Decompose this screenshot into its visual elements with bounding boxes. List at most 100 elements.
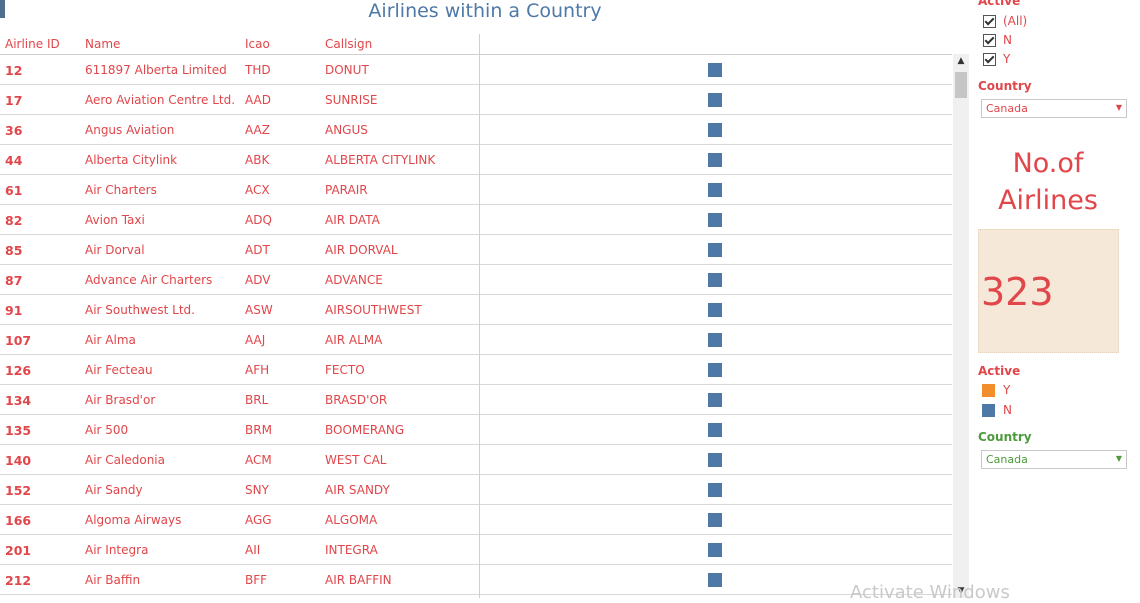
header-name[interactable]: Name [85, 37, 121, 51]
checkbox-checked-icon[interactable] [983, 33, 996, 47]
icao-cell: AGG [245, 513, 272, 527]
callsign-cell: AIR DATA [325, 213, 380, 227]
callsign-cell: BOOMERANG [325, 423, 405, 437]
active-status-mark[interactable] [708, 423, 722, 437]
legend-swatch [982, 403, 995, 417]
callsign-cell: AIR ALMA [325, 333, 383, 347]
checkbox-checked-icon[interactable] [983, 52, 996, 66]
active-status-mark[interactable] [708, 513, 722, 527]
checkbox-checked-icon[interactable] [983, 14, 996, 28]
active-status-mark[interactable] [708, 363, 722, 377]
active-status-mark[interactable] [708, 333, 722, 347]
table-header: Airline ID Name Icao Callsign [0, 34, 952, 55]
header-airline-id[interactable]: Airline ID [5, 37, 60, 51]
name-cell: Air Brasd'or [85, 393, 156, 407]
airline-id-cell: 87 [5, 273, 23, 288]
table-row[interactable]: 135 Air 500 BRM BOOMERANG [0, 415, 952, 445]
icao-cell: ABK [245, 153, 270, 167]
country-highlight-value: Canada [986, 453, 1028, 466]
table-row[interactable]: 212 Air Baffin BFF AIR BAFFIN [0, 565, 952, 595]
table-row[interactable]: 61 Air Charters ACX PARAIR [0, 175, 952, 205]
airline-id-cell: 135 [5, 423, 32, 438]
table-row[interactable]: 91 Air Southwest Ltd. ASW AIRSOUTHWEST [0, 295, 952, 325]
callsign-cell: AIR DORVAL [325, 243, 398, 257]
active-status-mark[interactable] [708, 303, 722, 317]
active-status-mark[interactable] [708, 243, 722, 257]
airline-id-cell: 36 [5, 123, 23, 138]
table-row[interactable]: 87 Advance Air Charters ADV ADVANCE [0, 265, 952, 295]
active-filter-option-y[interactable]: Y [983, 51, 1010, 67]
active-status-mark[interactable] [708, 93, 722, 107]
name-cell: Air Integra [85, 543, 149, 557]
callsign-cell: PARAIR [325, 183, 368, 197]
airline-id-cell: 126 [5, 363, 32, 378]
country-highlight-dropdown[interactable]: Canada ▼ [981, 450, 1127, 469]
icao-cell: BRL [245, 393, 269, 407]
active-filter-option-all[interactable]: (All) [983, 13, 1027, 29]
active-status-mark[interactable] [708, 453, 722, 467]
icao-cell: THD [245, 63, 271, 77]
table-row[interactable]: 107 Air Alma AAJ AIR ALMA [0, 325, 952, 355]
name-cell: Angus Aviation [85, 123, 175, 137]
table-row[interactable]: 201 Air Integra AII INTEGRA [0, 535, 952, 565]
callsign-cell: INTEGRA [325, 543, 378, 557]
table-row[interactable]: 152 Air Sandy SNY AIR SANDY [0, 475, 952, 505]
country-highlight-title: Country [978, 430, 1032, 444]
chevron-down-icon[interactable]: ▼ [1115, 103, 1122, 112]
table-row[interactable]: 126 Air Fecteau AFH FECTO [0, 355, 952, 385]
chevron-down-icon[interactable]: ▼ [1115, 454, 1122, 463]
legend-item-y[interactable]: Y [982, 383, 1010, 397]
name-cell: Air Southwest Ltd. [85, 303, 195, 317]
active-status-mark[interactable] [708, 153, 722, 167]
name-cell: Avion Taxi [85, 213, 145, 227]
scroll-down-icon[interactable]: ▼ [957, 586, 965, 596]
airline-id-cell: 166 [5, 513, 32, 528]
table-row[interactable]: 36 Angus Aviation AAZ ANGUS [0, 115, 952, 145]
table-row[interactable]: 140 Air Caledonia ACM WEST CAL [0, 445, 952, 475]
active-status-mark[interactable] [708, 573, 722, 587]
callsign-cell: ANGUS [325, 123, 368, 137]
airline-id-cell: 82 [5, 213, 23, 228]
active-status-mark[interactable] [708, 123, 722, 137]
airline-id-cell: 212 [5, 573, 32, 588]
scroll-thumb[interactable] [955, 72, 967, 98]
airline-id-cell: 44 [5, 153, 23, 168]
active-filter-title: Active [978, 0, 1021, 8]
name-cell: Air Sandy [85, 483, 143, 497]
icao-cell: AII [245, 543, 261, 557]
table-row[interactable]: 134 Air Brasd'or BRL BRASD'OR [0, 385, 952, 415]
name-cell: Air Dorval [85, 243, 145, 257]
legend-item-n[interactable]: N [982, 403, 1012, 417]
kpi-label: No.of Airlines [998, 148, 1098, 216]
airline-table: Airline ID Name Icao Callsign 12 611897 A… [0, 34, 952, 598]
table-scrollbar[interactable]: ▲ ▼ [953, 54, 969, 598]
icao-cell: BRM [245, 423, 272, 437]
active-status-mark[interactable] [708, 183, 722, 197]
table-row[interactable]: 44 Alberta Citylink ABK ALBERTA CITYLINK [0, 145, 952, 175]
header-icao[interactable]: Icao [245, 37, 270, 51]
active-status-mark[interactable] [708, 63, 722, 77]
table-row[interactable]: 85 Air Dorval ADT AIR DORVAL [0, 235, 952, 265]
airline-id-cell: 152 [5, 483, 32, 498]
header-callsign[interactable]: Callsign [325, 37, 373, 51]
table-row[interactable]: 82 Avion Taxi ADQ AIR DATA [0, 205, 952, 235]
callsign-cell: ALBERTA CITYLINK [325, 153, 436, 167]
activate-windows-watermark: Activate Windows [850, 582, 1010, 603]
active-status-mark[interactable] [708, 543, 722, 557]
active-status-mark[interactable] [708, 213, 722, 227]
active-status-mark[interactable] [708, 483, 722, 497]
scroll-up-icon[interactable]: ▲ [957, 56, 965, 66]
active-filter-option-n[interactable]: N [983, 32, 1012, 48]
active-status-mark[interactable] [708, 273, 722, 287]
kpi-card: 323 [978, 229, 1119, 353]
icao-cell: AAD [245, 93, 271, 107]
table-row[interactable]: 12 611897 Alberta Limited THD DONUT [0, 55, 952, 85]
callsign-cell: SUNRISE [325, 93, 378, 107]
table-row[interactable]: 17 Aero Aviation Centre Ltd. AAD SUNRISE [0, 85, 952, 115]
table-row[interactable]: 166 Algoma Airways AGG ALGOMA [0, 505, 952, 535]
callsign-cell: FECTO [325, 363, 365, 377]
name-cell: Air Caledonia [85, 453, 165, 467]
country-dropdown[interactable]: Canada ▼ [981, 99, 1127, 118]
airline-id-cell: 134 [5, 393, 32, 408]
active-status-mark[interactable] [708, 393, 722, 407]
